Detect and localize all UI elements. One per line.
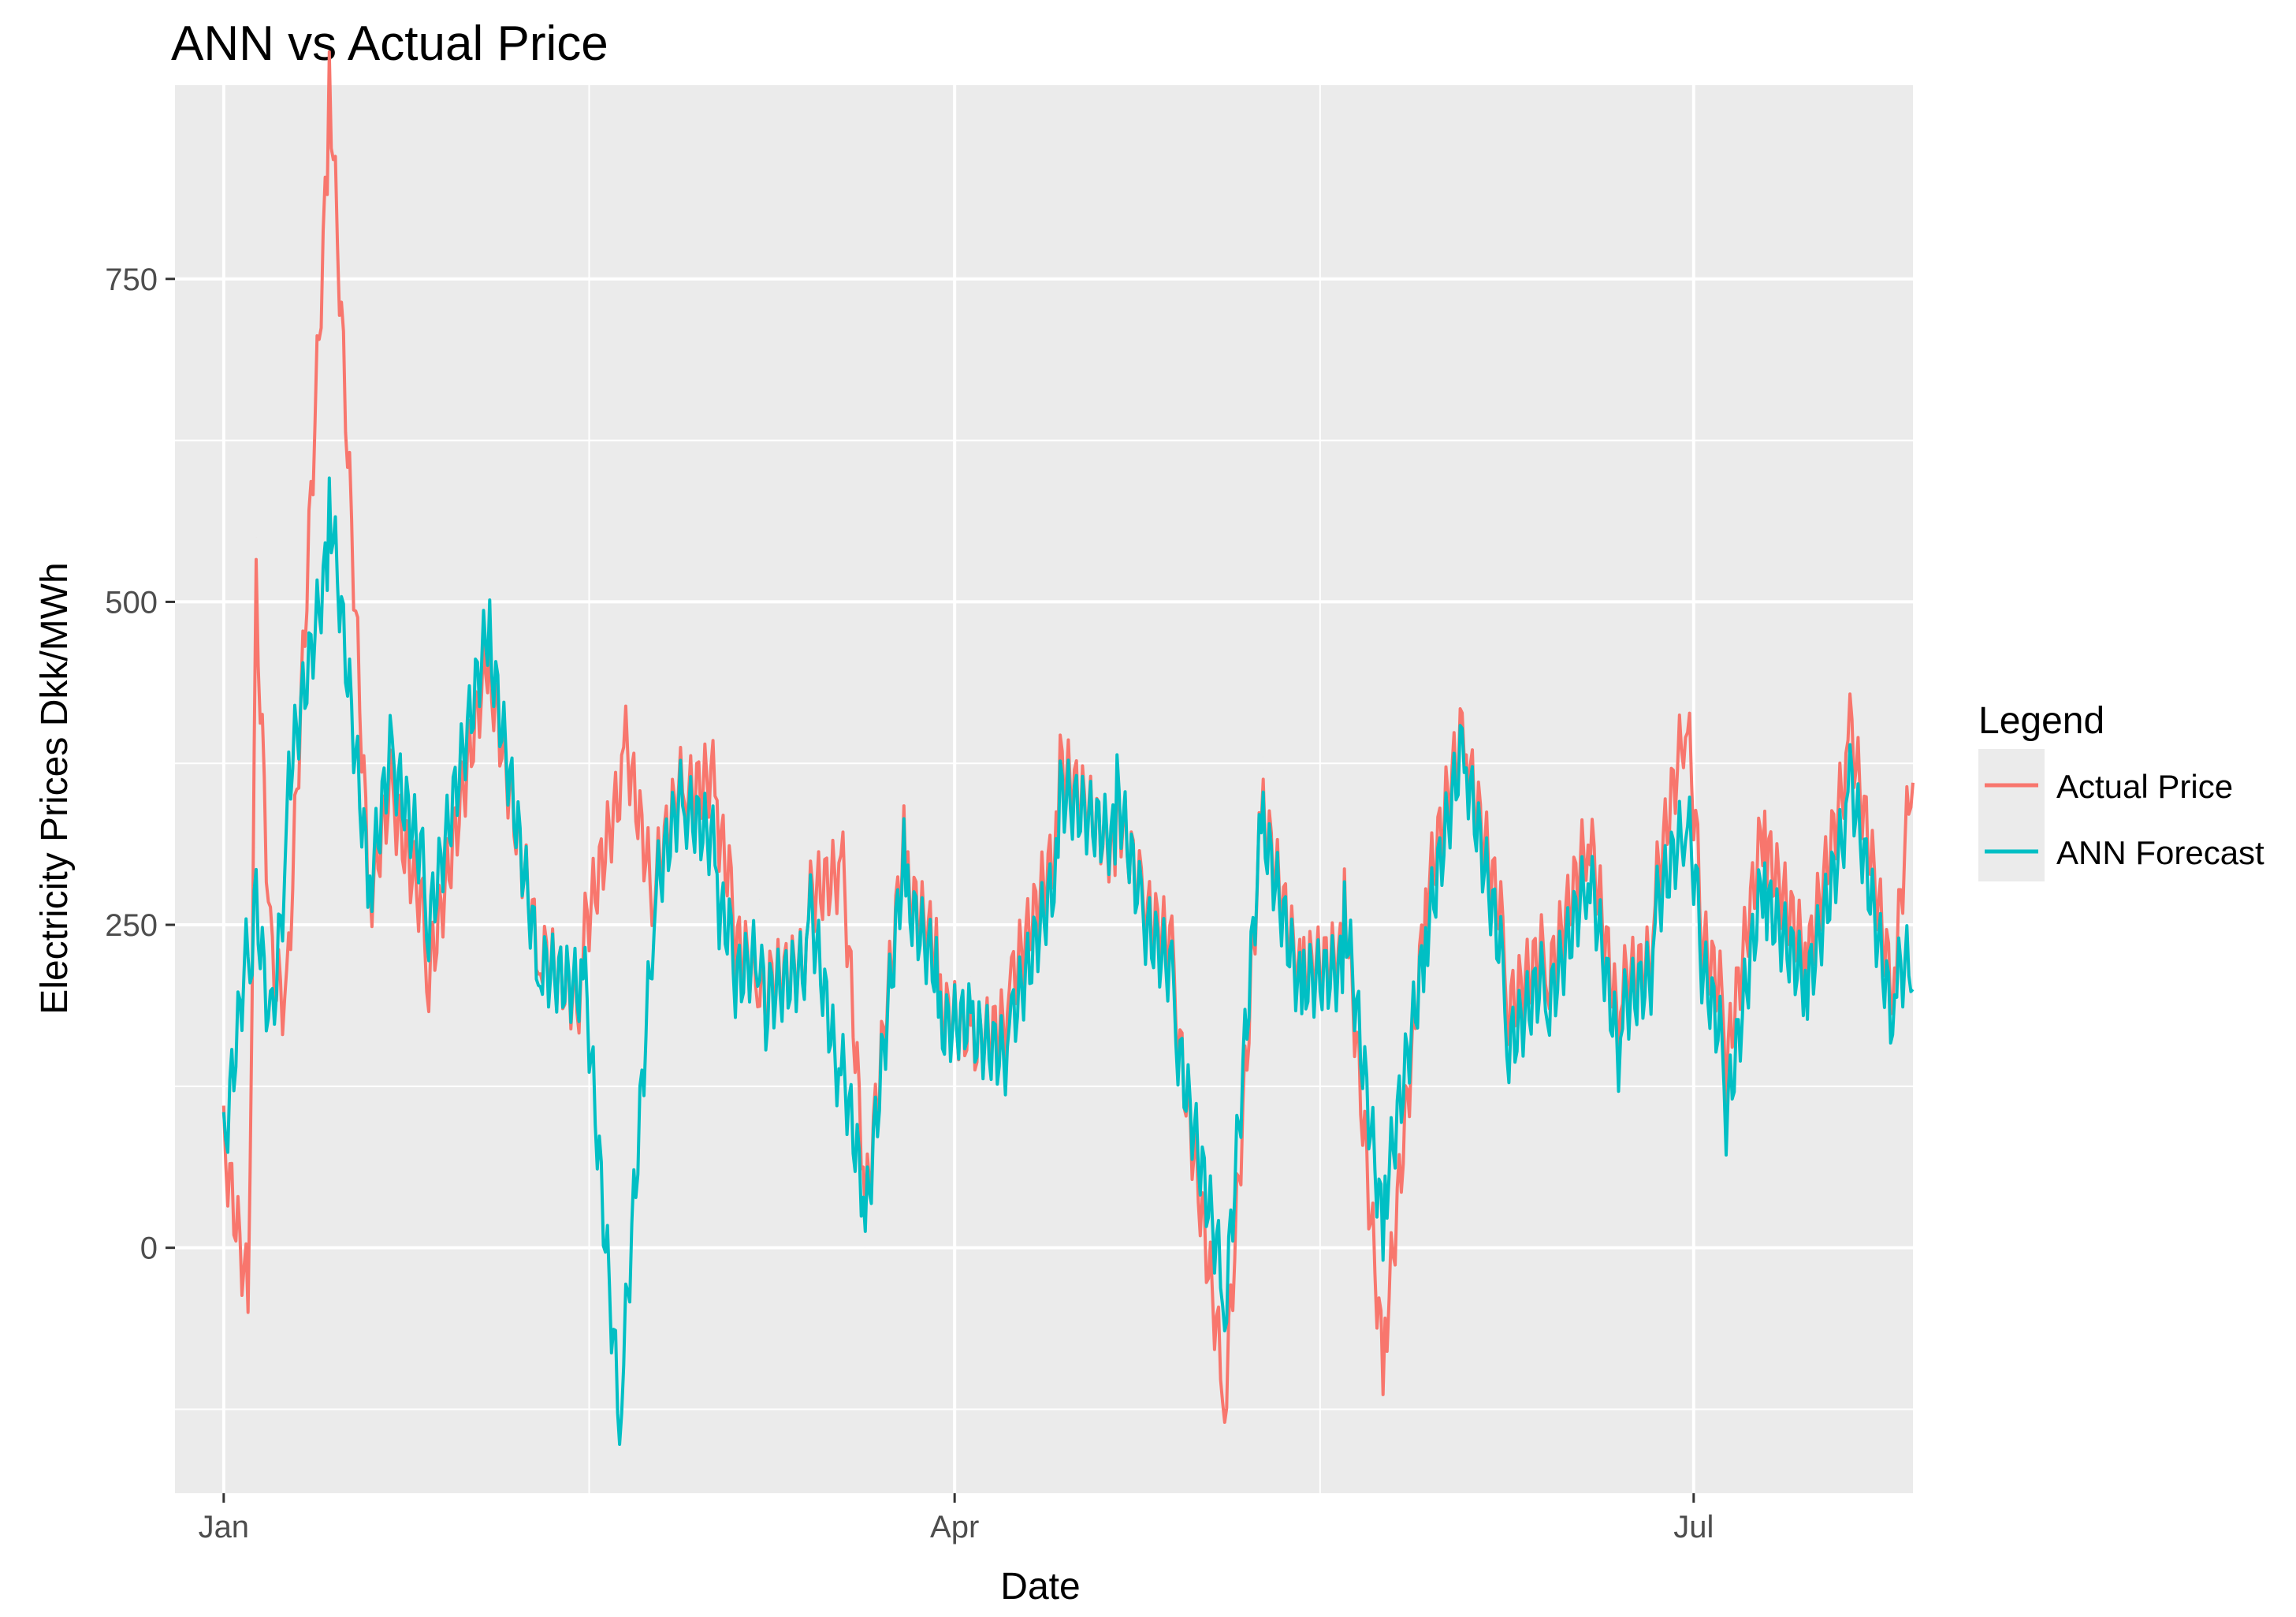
series-line-ann-forecast — [221, 476, 1915, 1446]
legend: Legend Actual Price ANN Forecast — [1978, 700, 2264, 881]
legend-key-background — [1978, 749, 2045, 881]
chart-title: ANN vs Actual Price — [171, 17, 608, 71]
y-tick-label: 500 — [105, 585, 158, 620]
plot-panel — [175, 85, 1913, 1493]
y-tick-label: 750 — [105, 263, 158, 297]
y-tick-label: 250 — [105, 908, 158, 943]
legend-title: Legend — [1978, 700, 2104, 742]
x-tick-label: Jul — [1673, 1510, 1714, 1544]
series-path — [221, 476, 1915, 1446]
legend-label-actual-price: Actual Price — [2056, 768, 2233, 805]
grid-major — [175, 85, 1913, 1493]
x-tick-label: Jan — [199, 1510, 250, 1544]
axes: 0 250 500 750 Jan Apr Jul — [105, 263, 1714, 1544]
legend-label-ann-forecast: ANN Forecast — [2056, 834, 2264, 871]
y-tick-label: 0 — [140, 1231, 158, 1266]
x-axis-label: Date — [1000, 1566, 1080, 1608]
y-axis-label: Electricity Prices Dkk/MWh — [34, 562, 76, 1014]
x-tick-label: Apr — [930, 1510, 979, 1544]
